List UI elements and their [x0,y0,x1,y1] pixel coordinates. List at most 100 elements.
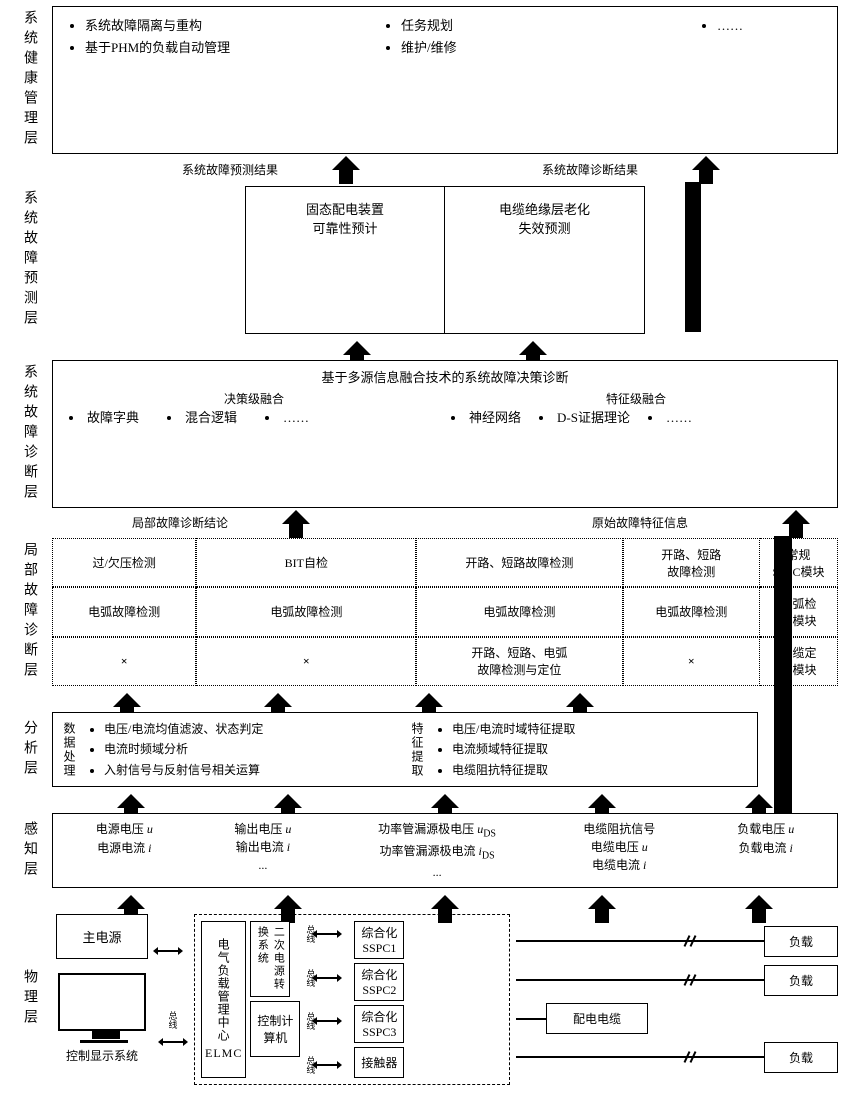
dbl-arrow [317,1064,337,1066]
layer-label-pred: 系统故障预测层 [6,186,52,334]
wire [516,940,764,942]
analysis-right-label: 特征提取 [405,719,430,780]
sense-val: 负载电流 i [698,839,833,858]
phys-ctrl-cpu: 控制计算机 [250,1001,300,1057]
health-etc: …… [717,15,827,37]
sysdiag-item: D-S证据理论 [539,407,630,429]
sense-val: 负载电压 u [698,820,833,839]
sense-val: 输出电流 i [192,838,335,856]
layer-sensing: 感知层 电源电压 u 电源电流 i 输出电压 u 输出电流 i ... 功率管漏… [6,813,838,888]
arrow-up [113,693,141,707]
analysis-item: 电压/电流均值滤波、状态判定 [104,719,405,739]
arrow-up [566,693,594,707]
phys-load: 负载 [764,1042,838,1073]
arrow-up [588,794,616,808]
sense-val: 输出电压 u [192,820,335,838]
phys-elmc: 电气负载管理中心ELMC [201,921,246,1078]
pred-box-r2: 失效预测 [453,218,636,237]
arrow-up [431,794,459,808]
health-item: 基于PHM的负载自动管理 [85,37,379,59]
phys-cable: 配电电缆 [546,1003,648,1034]
layer-label-health: 系统健康管理层 [6,6,52,154]
arrow-label-raw-feat: 原始故障特征信息 [592,514,688,531]
sense-val: 电缆电流 i [540,856,698,874]
arrow-up [332,156,360,170]
phys-sspc1: 综合化SSPC1 [354,921,404,959]
arrow-up [745,794,773,808]
arrow-up [745,895,773,909]
ld-r2c4: 电弧故障检测 [623,587,760,636]
sysdiag-etc: …… [648,407,692,429]
dbl-arrow [158,950,178,952]
dbl-arrow [317,1020,337,1022]
analysis-item: 电流时频域分析 [104,739,405,759]
health-item: 系统故障隔离与重构 [85,15,379,37]
phys-display: 控制显示系统 [58,1047,146,1064]
ld-r1c2: BIT自检 [196,538,416,587]
phys-contactor: 接触器 [354,1047,404,1078]
health-item: 任务规划 [401,15,695,37]
layer-label-analysis: 分析层 [6,712,52,787]
arrow-up [415,693,443,707]
arrow-label-pred-result: 系统故障预测结果 [182,161,278,178]
analysis-item: 电压/电流时域特征提取 [452,719,753,739]
sense-etc: ... [192,856,335,874]
layer-label-localdiag: 局部故障诊断层 [6,538,52,686]
arrow-up [274,895,302,909]
arrow-label-diag-result: 系统故障诊断结果 [542,161,638,178]
bus-label: 总线 [167,1011,180,1029]
layer-health-mgmt: 系统健康管理层 系统故障隔离与重构 基于PHM的负载自动管理 任务规划 维护/维… [6,6,838,154]
ld-r2c3: 电弧故障检测 [416,587,622,636]
pred-box-r1: 电缆绝缘层老化 [453,199,636,218]
analysis-item: 电缆阻抗特征提取 [452,760,753,780]
phys-sspc2: 综合化SSPC2 [354,963,404,1001]
arrow-up [117,794,145,808]
arrow-up [588,895,616,909]
dbl-arrow [163,1041,183,1043]
phys-load: 负载 [764,965,838,996]
sense-val: 电缆阻抗信号 [540,820,698,838]
sysdiag-item: 神经网络 [451,407,521,429]
ld-r1c4: 开路、短路故障检测 [623,538,760,587]
layer-label-physical: 物理层 [6,914,52,1085]
analysis-item: 电流频域特征提取 [452,739,753,759]
wire [516,1056,764,1058]
sense-val: 功率管漏源极电压 uDS [334,820,540,841]
arrow-up [117,895,145,909]
ld-side-r2: 电弧检测模块 [760,587,838,636]
phys-load: 负载 [764,926,838,957]
ld-r3c4-cross: × [623,637,760,686]
ld-r1c1: 过/欠压检测 [52,538,196,587]
analysis-left-label: 数据处理 [57,719,82,780]
ld-r3c1-cross: × [52,637,196,686]
ld-r1c3: 开路、短路故障检测 [416,538,622,587]
layer-label-sysdiag: 系统故障诊断层 [6,360,52,508]
dbl-arrow [317,977,337,979]
sense-val: 电源电流 i [57,839,192,858]
phys-main-power: 主电源 [56,914,148,959]
pred-box-l1: 固态配电装置 [254,199,436,218]
phys-secondary: 二次电源转换系统 [250,921,290,997]
arrow-up [282,510,310,524]
sense-val: 功率管漏源极电流 iDS [334,842,540,863]
ld-r2c2: 电弧故障检测 [196,587,416,636]
arrow-up [782,510,810,524]
arrow-up [431,895,459,909]
sysdiag-etc: …… [265,407,309,429]
sysdiag-item: 混合逻辑 [167,407,237,429]
ld-side-r1: 常规SSPC模块 [760,538,838,587]
arrow-up [264,693,292,707]
health-item: 维护/维修 [401,37,695,59]
layer-local-diagnosis: 局部故障诊断层 过/欠压检测 BIT自检 开路、短路故障检测 开路、短路故障检测… [6,538,838,686]
layer-physical: 物理层 主电源 控制显示系统 总线 电气负载管理中心ELMC 二次电 [6,914,838,1085]
ld-r3c2-cross: × [196,637,416,686]
ld-r2c1: 电弧故障检测 [52,587,196,636]
layer-analysis: 分析层 数据处理 电压/电流均值滤波、状态判定 电流时频域分析 入射信号与反射信… [6,712,838,787]
analysis-item: 入射信号与反射信号相关运算 [104,760,405,780]
arrow-up [519,341,547,355]
sense-val: 电缆电压 u [540,838,698,856]
sysdiag-title: 基于多源信息融合技术的系统故障决策诊断 [63,367,827,386]
wire [516,979,764,981]
ld-r3c3: 开路、短路、电弧故障检测与定位 [416,637,622,686]
sense-etc: ... [334,863,540,881]
